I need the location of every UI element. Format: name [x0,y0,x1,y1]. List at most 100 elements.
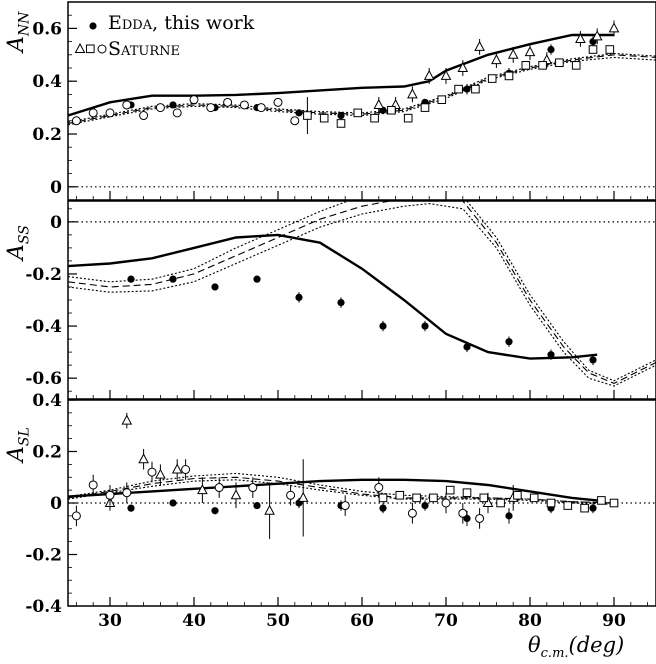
saturne-circle-point [239,100,249,110]
y-tick-label: 0 [50,213,62,233]
x-tick-label: 80 [518,611,542,631]
edda-point [127,504,135,512]
y-tick-label: 0.4 [32,72,62,92]
saturne-square-point [521,61,531,70]
saturne-circle-point [290,116,300,126]
edda-point [337,111,345,120]
saturne-square-point [504,71,514,81]
legend-label-edda-rest: , this work [152,12,255,34]
x-label-sub: c.m. [540,646,569,662]
theory-curves [68,472,615,505]
saturne-square-point [538,61,547,70]
saturne-triangle-point [491,54,502,65]
saturne-circle-point [374,483,384,493]
saturne-triangle-point [138,453,149,464]
saturne-square-point [597,496,606,505]
saturne-triangle-point [264,504,275,515]
y-label-asl-main: A [4,446,29,462]
y-axis-label-asl: ASL [4,427,32,462]
edda-point [505,512,513,520]
theory-curve-solid-0 [68,233,598,360]
y-tick-label: -0.4 [25,597,62,617]
edda-point [211,283,219,291]
saturne-square-point [429,493,438,503]
saturne-triangle-point [575,32,586,43]
edda-point [589,504,597,512]
saturne-square-point [319,113,329,123]
edda-point [253,275,261,283]
y-tick-label: 0.2 [32,443,62,463]
saturne-circle-point [214,483,224,493]
saturne-triangle-point [482,496,494,507]
saturne-circle-point [458,508,468,518]
y-tick-label: -0.6 [25,369,62,389]
saturne-square-point [462,488,472,497]
x-tick-label: 90 [602,611,626,631]
saturne-circle-point [105,490,115,500]
saturne-square-point [437,95,447,104]
saturne-square-point [609,498,619,508]
saturne-square-point [546,498,556,508]
legend-markers [74,22,107,54]
saturne-circle-point [147,467,157,477]
panel-sl: 0.4 0.2 0 -0.2 -0.4 [25,391,656,617]
saturne-circle-point [189,95,199,105]
saturne-square-point [496,498,505,508]
theory-curves [68,201,656,387]
saturne-circle-point [273,97,283,107]
edda-point [211,507,219,515]
y-label-ann-main: A [4,36,29,52]
saturne-square-point [420,103,430,112]
y-tick-label: 0 [50,494,62,514]
y-tick-label: 0 [50,178,62,198]
saturne-circle-point [286,490,296,500]
y-tick-label: -0.2 [25,546,62,566]
saturne-triangle-point [171,463,183,474]
edda-point [463,343,471,351]
saturne-square-point [479,493,489,503]
saturne-circle-point [88,108,98,118]
saturne-square-point [387,105,396,115]
saturne-square-point [555,58,564,68]
saturne-circle-point [71,116,81,126]
x-label-main: θ [528,633,541,657]
saturne-circle-point [122,100,132,110]
data-points [71,412,619,540]
panel-nn: 0 0.2 0.4 0.6 [32,1,656,201]
theory-curve-dotted-3 [68,479,615,505]
edda-point [421,322,429,330]
saturne-square-point [580,503,589,513]
saturne-circle-point [155,103,165,113]
saturne-square-point [303,111,312,120]
saturne-triangle-point [121,414,133,425]
saturne-circle-point [256,103,266,113]
x-tick-label: 40 [182,611,206,631]
saturne-square-point [487,74,497,83]
y-tick-label: -0.2 [25,265,62,285]
saturne-triangle-point [297,491,309,502]
y-label-ann-sub: NN [16,11,33,37]
edda-point [589,356,597,364]
edda-point [127,275,135,283]
legend-marker-circle [97,44,107,54]
x-tick-label: 30 [98,611,122,631]
saturne-circle-point [475,513,485,523]
data-points [127,275,597,366]
legend-marker-square [86,44,95,54]
theory-curve-dashed-1 [68,476,615,504]
saturne-triangle-point [474,40,485,51]
saturne-square-point [353,108,363,118]
saturne-circle-point [105,108,115,118]
edda-point [463,85,471,93]
x-tick-label: 60 [350,611,374,631]
edda-point [547,45,555,54]
edda-point [169,101,177,109]
saturne-square-point [471,84,480,94]
legend-entry-saturne: Saturne [108,38,180,60]
saturne-circle-point [407,508,417,518]
saturne-circle-point [248,483,258,493]
edda-point [295,109,303,117]
edda-point [379,504,387,512]
edda-point [169,275,177,283]
saturne-triangle-point [591,30,603,41]
